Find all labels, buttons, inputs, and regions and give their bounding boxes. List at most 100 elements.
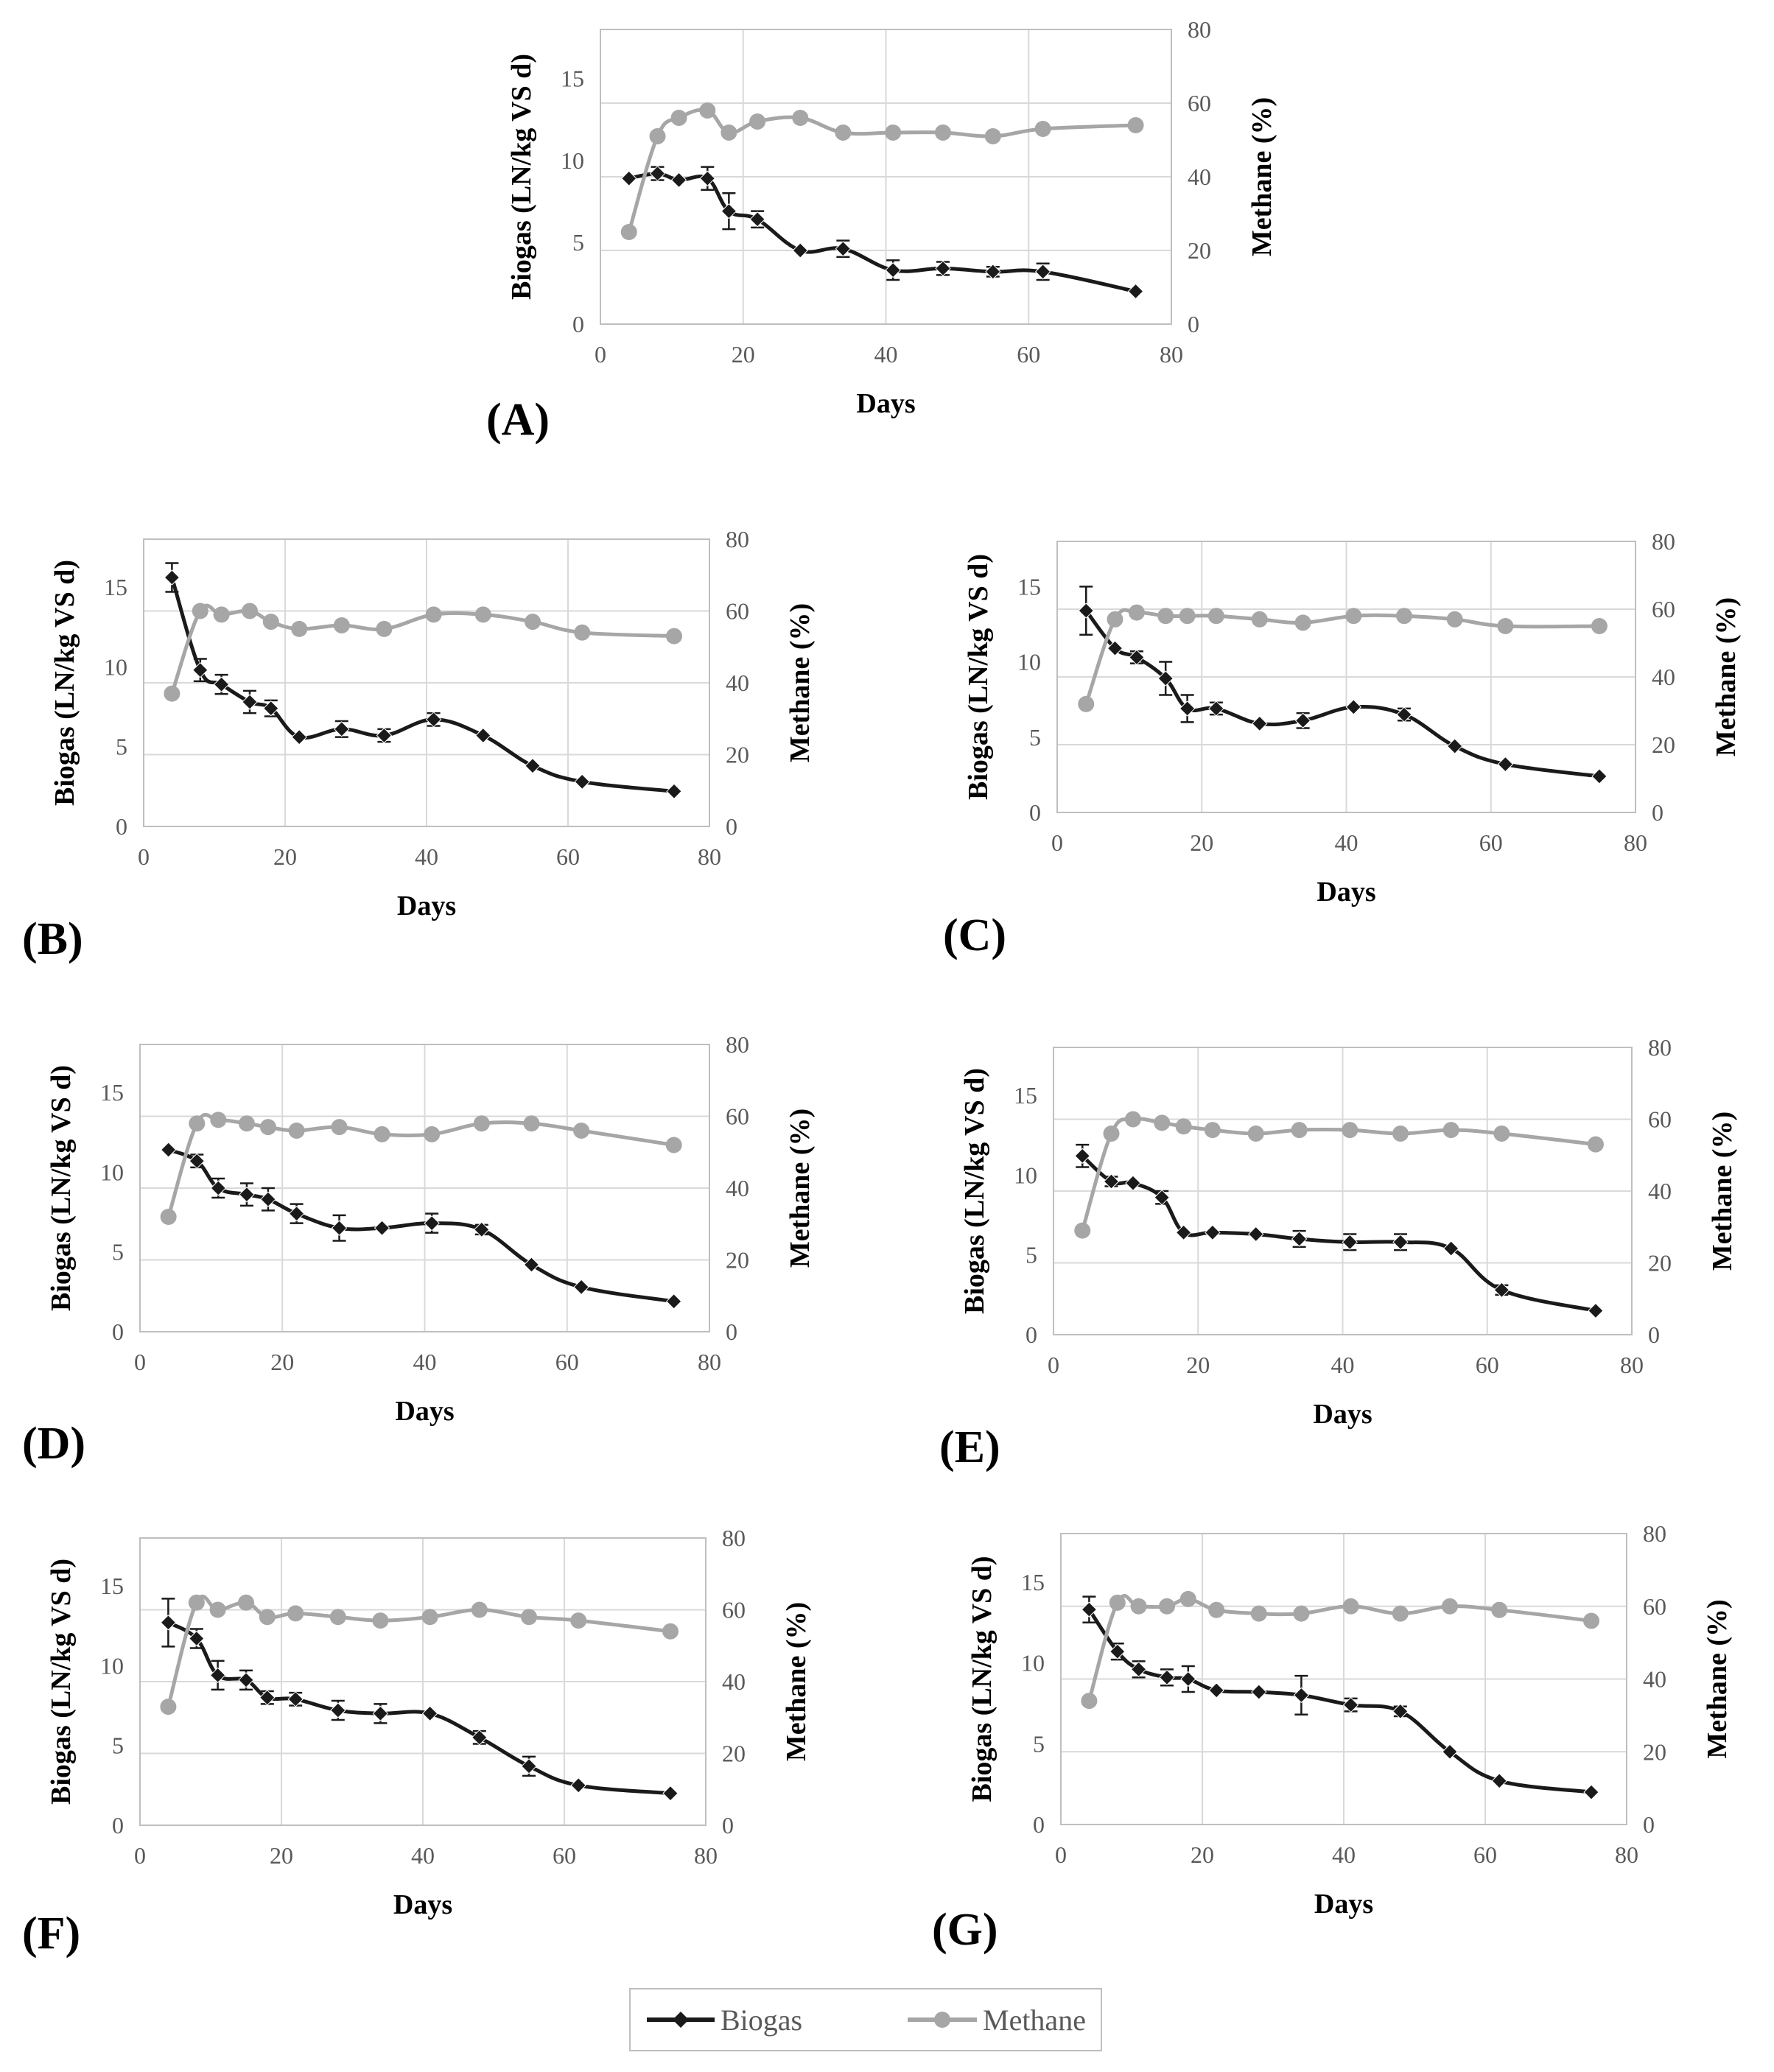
x-tick-label: 20 (270, 1842, 293, 1869)
data-point-biogas (1109, 1643, 1126, 1660)
data-point-methane (1591, 618, 1608, 634)
data-point-biogas (1446, 738, 1463, 754)
y-right-tick-label: 40 (1188, 164, 1211, 190)
y-right-tick-label: 20 (1188, 237, 1211, 264)
data-point-methane (424, 1125, 441, 1142)
data-point-biogas (1175, 1224, 1192, 1241)
data-point-biogas (749, 211, 765, 228)
series-methane (1078, 604, 1608, 712)
data-point-biogas (1034, 264, 1051, 280)
y-right-tick-label: 60 (726, 1103, 749, 1130)
data-point-methane (525, 614, 541, 631)
panel-label: (A) (486, 395, 550, 445)
series-methane (164, 603, 682, 702)
panel-label: (C) (943, 910, 1006, 961)
data-point-biogas (425, 712, 442, 728)
data-point-methane (291, 620, 308, 637)
data-point-biogas (721, 203, 737, 220)
data-point-methane (1109, 1594, 1126, 1611)
y-right-tick-label: 20 (1652, 731, 1675, 758)
data-point-biogas (164, 569, 180, 586)
y-left-axis-title: Biogas (LN/kg VS d) (967, 1556, 998, 1802)
x-tick-label: 0 (595, 341, 606, 368)
series-line-biogas (1084, 609, 1600, 779)
x-tick-label: 80 (1620, 1352, 1644, 1378)
data-point-biogas (1179, 700, 1196, 717)
y-right-tick-label: 60 (1648, 1106, 1672, 1133)
data-point-methane (421, 1609, 438, 1626)
panel-label: (F) (22, 1908, 80, 1959)
y-right-axis-title: Methane (%) (1707, 1111, 1738, 1271)
data-point-biogas (372, 1705, 389, 1722)
data-point-methane (209, 1601, 226, 1618)
plot-frame (139, 1044, 710, 1332)
data-point-biogas (287, 1691, 304, 1707)
y-left-tick-label: 10 (104, 653, 127, 680)
data-point-methane (1446, 611, 1463, 628)
series-biogas (1081, 1595, 1599, 1800)
y-right-tick-label: 0 (1648, 1321, 1660, 1348)
y-left-tick-label: 0 (1033, 1811, 1045, 1838)
data-point-biogas (1442, 1743, 1458, 1760)
data-point-biogas (662, 1785, 679, 1802)
y-right-tick-label: 40 (1648, 1178, 1672, 1204)
data-point-methane (574, 624, 591, 641)
y-right-tick-label: 80 (1652, 528, 1675, 555)
x-tick-label: 80 (1615, 1841, 1638, 1868)
y-right-axis-title: Methane (%) (1702, 1599, 1733, 1758)
x-tick-label: 60 (1479, 829, 1503, 856)
series-biogas (160, 1142, 682, 1310)
data-point-methane (1107, 611, 1123, 628)
x-tick-label: 20 (270, 1349, 294, 1375)
data-point-methane (189, 1115, 206, 1132)
data-point-methane (242, 603, 258, 619)
x-tick-label: 60 (1473, 1841, 1497, 1868)
data-point-methane (573, 1123, 590, 1139)
data-point-biogas (259, 1689, 276, 1706)
data-point-methane (473, 1115, 490, 1132)
data-point-biogas (192, 661, 208, 678)
y-right-tick-label: 0 (726, 813, 737, 840)
data-point-biogas (570, 1777, 586, 1794)
data-point-biogas (1493, 1282, 1510, 1299)
data-point-biogas (1591, 768, 1608, 784)
data-point-biogas (835, 241, 852, 257)
y-left-tick-label: 0 (112, 1812, 124, 1839)
data-point-methane (721, 124, 737, 141)
data-point-biogas (1154, 1189, 1170, 1206)
data-point-methane (666, 628, 682, 645)
data-point-methane (521, 1609, 537, 1626)
legend-methane-marker (934, 2012, 950, 2028)
plot-frame (1053, 1047, 1633, 1335)
data-point-methane (1583, 1612, 1599, 1629)
series-line-biogas (1081, 1154, 1596, 1313)
data-point-methane (1128, 604, 1145, 621)
data-point-methane (259, 1119, 276, 1136)
data-point-methane (1251, 611, 1268, 628)
x-tick-label: 40 (874, 341, 898, 368)
data-point-biogas (374, 1220, 390, 1236)
y-right-tick-label: 40 (726, 670, 749, 696)
data-point-methane (1293, 1605, 1310, 1622)
x-tick-label: 80 (1624, 829, 1647, 856)
data-point-methane (1179, 1590, 1196, 1607)
y-left-axis-title: Biogas (LN/kg VS d) (46, 1065, 77, 1311)
data-point-biogas (1130, 1661, 1147, 1678)
data-point-methane (1247, 1125, 1264, 1142)
y-left-tick-label: 0 (112, 1318, 124, 1345)
data-point-methane (1497, 618, 1514, 634)
data-point-biogas (521, 1758, 537, 1774)
data-point-methane (1291, 1122, 1308, 1139)
series-methane (620, 102, 1144, 240)
x-tick-label: 40 (415, 843, 438, 870)
data-point-methane (329, 1609, 346, 1626)
series-biogas (160, 1598, 679, 1802)
y-left-axis-title: Biogas (LN/kg VS d) (46, 1559, 77, 1805)
series-methane (160, 1594, 679, 1715)
data-point-methane (570, 1612, 587, 1629)
plot-frame (139, 1537, 707, 1826)
series-methane (160, 1111, 682, 1225)
